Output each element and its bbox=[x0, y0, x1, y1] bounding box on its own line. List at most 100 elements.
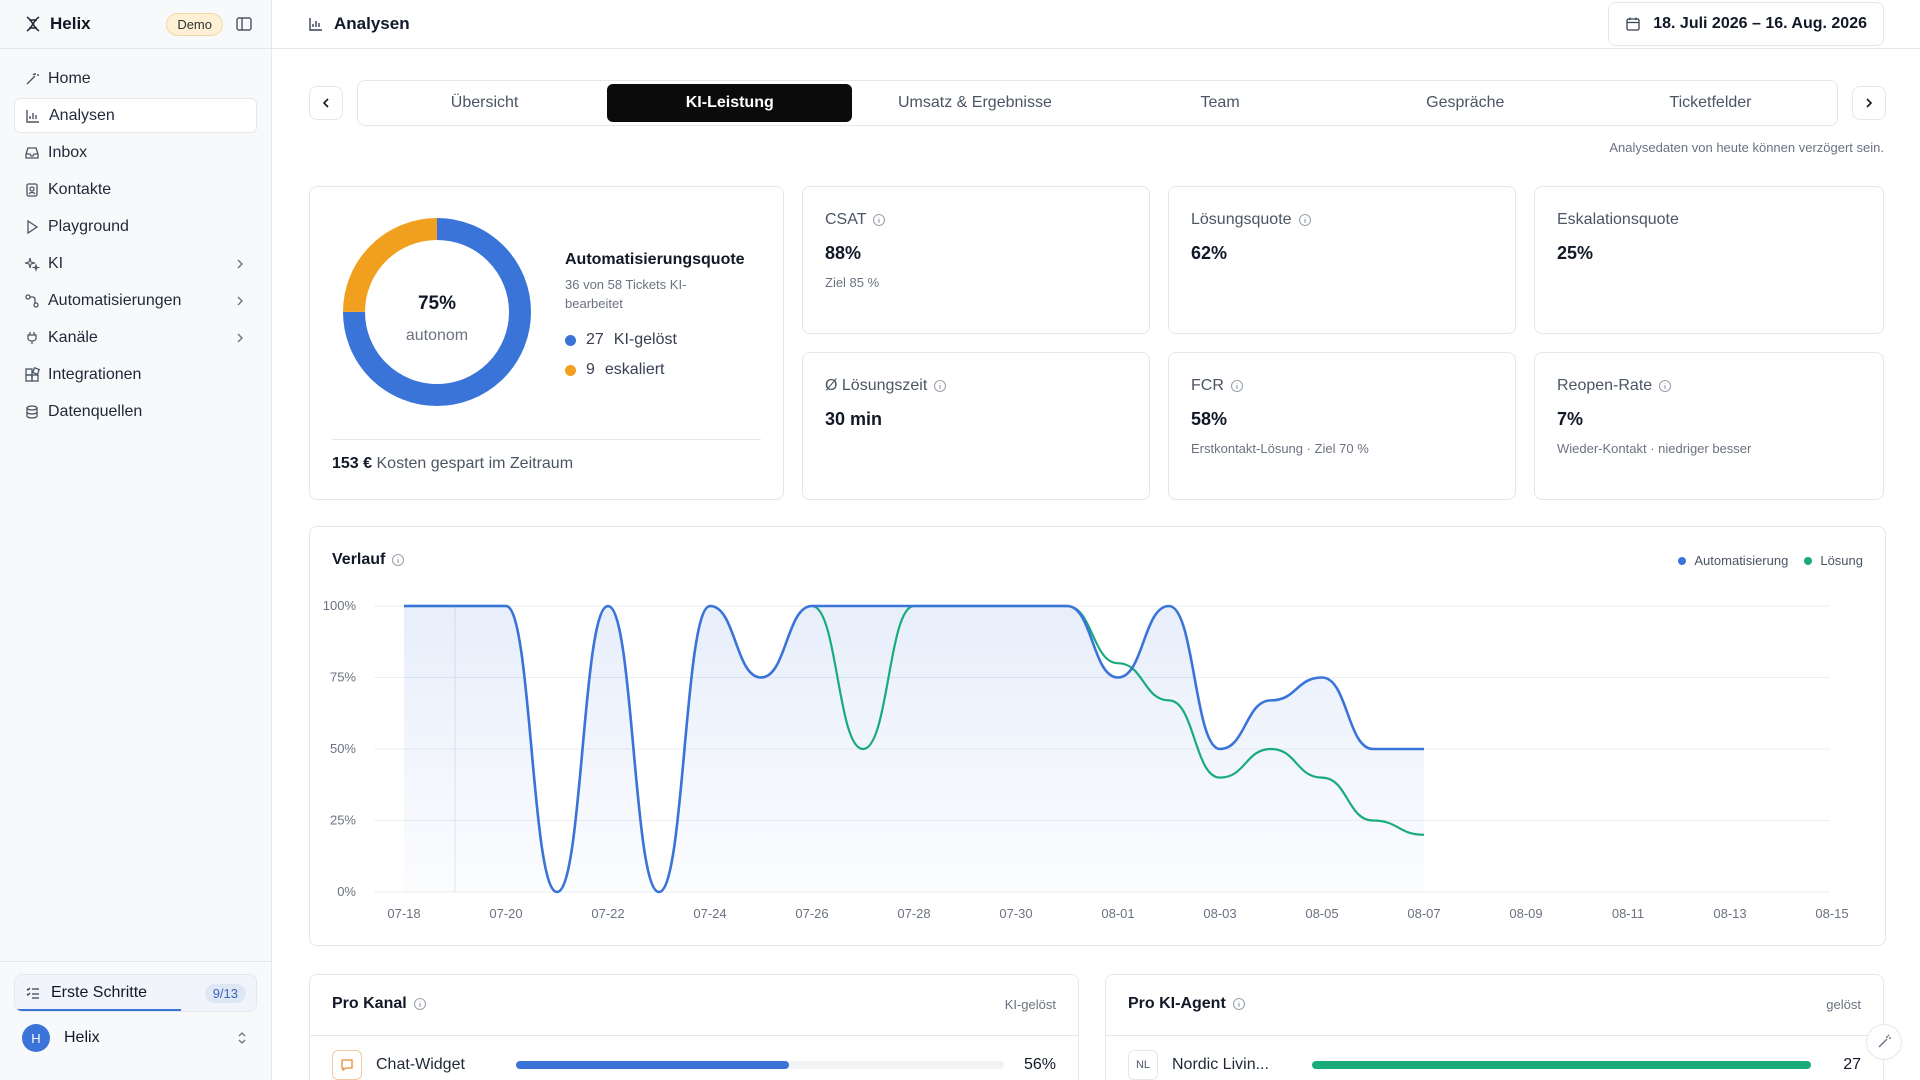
user-menu[interactable]: H Helix bbox=[14, 1012, 257, 1064]
sidebar-item-analysen[interactable]: Analysen bbox=[14, 98, 257, 133]
metric-label: CSAT bbox=[825, 211, 886, 229]
date-range-picker[interactable]: 18. Juli 2026 – 16. Aug. 2026 bbox=[1608, 2, 1884, 46]
info-icon[interactable] bbox=[933, 379, 947, 393]
database-icon bbox=[26, 404, 38, 419]
x-tick-label: 08-15 bbox=[1815, 906, 1848, 921]
metric-label-text: Reopen-Rate bbox=[1557, 377, 1653, 394]
legend-label: eskaliert bbox=[604, 361, 665, 378]
metric-value: 25% bbox=[1557, 243, 1594, 263]
calendar-icon bbox=[1626, 17, 1640, 31]
sidebar-item-ki[interactable]: KI bbox=[14, 246, 257, 281]
x-tick-label: 07-18 bbox=[387, 906, 420, 921]
sidebar-item-integrationen[interactable]: Integrationen bbox=[14, 357, 257, 392]
y-tick-label: 25% bbox=[330, 813, 356, 828]
chat-icon bbox=[332, 1050, 362, 1080]
metric-value: 88% bbox=[825, 243, 862, 263]
metric-value: 7% bbox=[1557, 409, 1584, 429]
info-icon[interactable] bbox=[391, 553, 405, 567]
chart-title: Verlauf bbox=[332, 551, 405, 569]
metric-card-fcr: FCR 58% Erstkontakt-Lösung · Ziel 70 % bbox=[1168, 352, 1516, 500]
tab-3[interactable]: Team bbox=[1200, 94, 1240, 111]
automation-donut bbox=[343, 218, 531, 406]
sidebar-item-home[interactable]: Home bbox=[14, 61, 257, 96]
per-agent-title-text: Pro KI-Agent bbox=[1128, 995, 1226, 1012]
cost-saved: 153 € Kosten gespart im Zeitraum bbox=[332, 455, 573, 473]
getting-started-count: 9/13 bbox=[204, 983, 246, 1003]
info-icon[interactable] bbox=[872, 213, 886, 227]
donut-segment-eskaliert[interactable] bbox=[343, 218, 531, 406]
sidebar-item-playground[interactable]: Playground bbox=[14, 209, 257, 244]
info-icon[interactable] bbox=[413, 997, 427, 1011]
y-tick-label: 0% bbox=[337, 884, 356, 899]
series-line-automatisierung[interactable] bbox=[403, 604, 1424, 894]
inbox-icon bbox=[25, 146, 39, 159]
metric-card-loesungsquote: Lösungsquote 62% bbox=[1168, 186, 1516, 334]
x-tick-label: 07-30 bbox=[999, 906, 1032, 921]
assistant-button[interactable] bbox=[1866, 1024, 1902, 1060]
sidebar-item-automatisierungen[interactable]: Automatisierungen bbox=[14, 283, 257, 318]
agent-row[interactable]: NL Nordic Livin... 27 bbox=[1128, 1050, 1861, 1080]
chevron-right-icon bbox=[237, 296, 243, 305]
metric-label-text: Lösungsquote bbox=[1191, 211, 1292, 228]
legend-label: KI-gelöst bbox=[613, 331, 677, 348]
tab-5[interactable]: Ticketfelder bbox=[1669, 94, 1752, 111]
series-area-automatisierung bbox=[404, 606, 1424, 892]
legend-item-loesung[interactable]: Lösung bbox=[1804, 553, 1863, 568]
plug-icon bbox=[27, 331, 37, 344]
automation-rate-card: 75% autonom Automatisierungsquote 36 von… bbox=[309, 186, 784, 500]
sidebar-item-label: Kontakte bbox=[48, 180, 112, 198]
x-tick-label: 07-24 bbox=[693, 906, 726, 921]
donut-percent: 75% bbox=[417, 293, 457, 314]
tabs-prev-button[interactable] bbox=[309, 86, 343, 120]
legend-item-automatisierung[interactable]: Automatisierung bbox=[1678, 553, 1788, 568]
cost-saved-amount: 153 € bbox=[332, 455, 373, 472]
x-tick-label: 08-07 bbox=[1407, 906, 1440, 921]
metric-label: Ø Lösungszeit bbox=[825, 377, 947, 395]
cost-saved-text: Kosten gespart im Zeitraum bbox=[376, 455, 574, 472]
tabs-row: Übersicht KI-Leistung Umsatz & Ergebnisse T… bbox=[309, 80, 1886, 126]
metric-label: Reopen-Rate bbox=[1557, 377, 1672, 395]
x-tick-label: 07-28 bbox=[897, 906, 930, 921]
bar-chart-icon bbox=[309, 18, 322, 31]
sidebar-item-kontakte[interactable]: Kontakte bbox=[14, 172, 257, 207]
per-channel-card: Pro Kanal KI-gelöst Chat-Widget 56% bbox=[309, 974, 1079, 1080]
main-content: Analysen 18. Juli 2026 – 16. Aug. 2026 Ü… bbox=[272, 0, 1920, 1080]
sidebar-item-label: Automatisierungen bbox=[48, 291, 182, 309]
divider bbox=[1106, 1035, 1883, 1036]
channel-row[interactable]: Chat-Widget 56% bbox=[332, 1050, 1056, 1080]
y-tick-label: 50% bbox=[330, 741, 356, 756]
tab-0[interactable]: Übersicht bbox=[450, 94, 519, 111]
info-icon[interactable] bbox=[1658, 379, 1672, 393]
getting-started-button[interactable]: Erste Schritte 9/13 bbox=[14, 974, 257, 1012]
info-icon[interactable] bbox=[1232, 997, 1246, 1011]
per-channel-title: Pro Kanal bbox=[332, 995, 427, 1013]
chevron-right-icon bbox=[237, 333, 243, 342]
info-icon[interactable] bbox=[1230, 379, 1244, 393]
sidebar-item-datenquellen[interactable]: Datenquellen bbox=[14, 394, 257, 429]
metric-label-text: FCR bbox=[1191, 377, 1224, 394]
legend-dot bbox=[565, 334, 576, 346]
x-tick-label: 08-13 bbox=[1713, 906, 1746, 921]
chart-legend: Automatisierung Lösung bbox=[1662, 553, 1863, 568]
sidebar-item-label: Home bbox=[48, 69, 91, 87]
data-delay-note: Analysedaten von heute können verzögert … bbox=[1609, 140, 1884, 155]
magic-wand-icon bbox=[1878, 1034, 1891, 1048]
tabs-next-button[interactable] bbox=[1852, 86, 1886, 120]
info-icon[interactable] bbox=[1298, 213, 1312, 227]
per-agent-column-label: gelöst bbox=[1826, 997, 1861, 1012]
tab-4[interactable]: Gespräche bbox=[1426, 94, 1505, 111]
play-icon bbox=[27, 219, 39, 234]
tab-1[interactable]: KI-Leistung bbox=[607, 84, 853, 122]
x-tick-label: 08-01 bbox=[1101, 906, 1134, 921]
sidebar-item-inbox[interactable]: Inbox bbox=[14, 135, 257, 170]
sidebar-item-label: KI bbox=[48, 254, 64, 272]
metric-label: Eskalationsquote bbox=[1557, 211, 1679, 229]
tab-2[interactable]: Umsatz & Ergebnisse bbox=[898, 94, 1052, 111]
metric-label-text: Eskalationsquote bbox=[1557, 211, 1679, 228]
legend-ki-geloest: 27 KI-gelöst bbox=[565, 331, 677, 349]
sidebar-toggle-icon[interactable] bbox=[235, 15, 253, 33]
sidebar-item-kanaele[interactable]: Kanäle bbox=[14, 320, 257, 355]
legend-value: 27 bbox=[586, 331, 604, 348]
sidebar-item-label: Inbox bbox=[48, 143, 88, 161]
x-tick-label: 07-26 bbox=[795, 906, 828, 921]
